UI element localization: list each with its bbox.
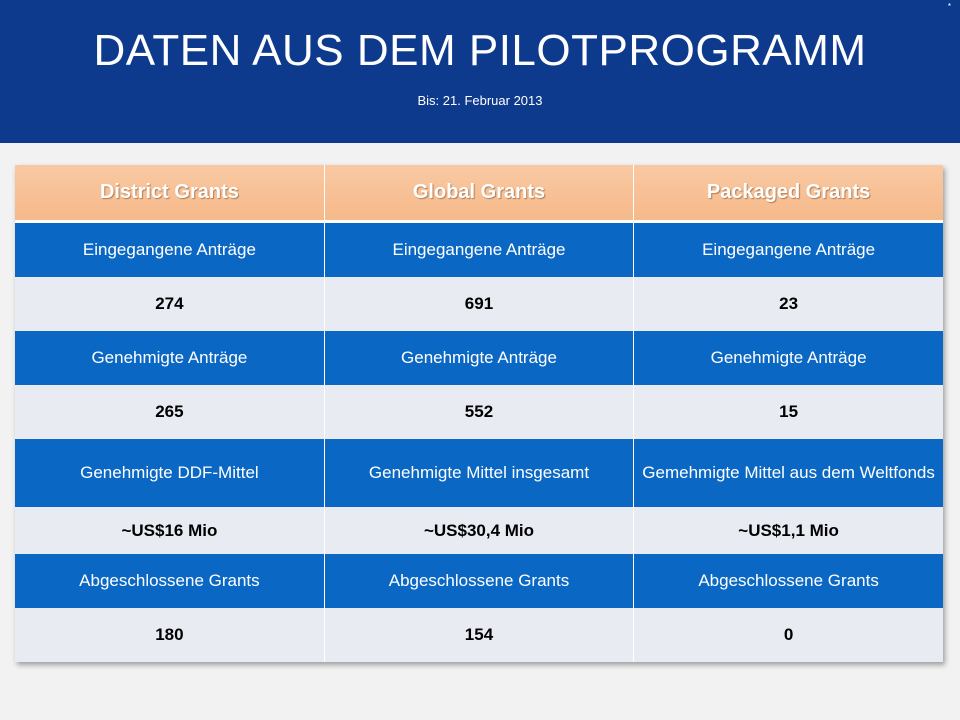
table-cell: 552 xyxy=(324,385,635,439)
table-cell: 154 xyxy=(324,608,635,662)
table-row-completed-label: Abgeschlossene Grants Abgeschlossene Gra… xyxy=(15,554,943,608)
table-cell: Abgeschlossene Grants xyxy=(15,554,325,608)
table-cell: 0 xyxy=(633,608,943,662)
table-cell: 15 xyxy=(633,385,943,439)
table-row-received-label: Eingegangene Anträge Eingegangene Anträg… xyxy=(15,221,943,277)
table-cell: Genehmigte Anträge xyxy=(633,331,943,385)
table-row-approved-value: 265 552 15 xyxy=(15,385,943,439)
table-cell: Genehmigte Anträge xyxy=(324,331,635,385)
table-row-received-value: 274 691 23 xyxy=(15,277,943,331)
table-cell: 23 xyxy=(633,277,943,331)
table-row-funds-label: Genehmigte DDF-Mittel Genehmigte Mittel … xyxy=(15,439,943,507)
slide-title: DATEN AUS DEM PILOTPROGRAMM xyxy=(93,26,867,75)
table-row-funds-value: ~US$16 Mio ~US$30,4 Mio ~US$1,1 Mio xyxy=(15,507,943,554)
header-global-grants: Global Grants xyxy=(324,165,635,223)
slide-subtitle: Bis: 21. Februar 2013 xyxy=(417,93,543,108)
table-cell: ~US$16 Mio xyxy=(15,507,325,554)
header-packaged-grants: Packaged Grants xyxy=(633,165,943,223)
table-row-completed-value: 180 154 0 xyxy=(15,608,943,662)
table-cell: Genehmigte Anträge xyxy=(15,331,325,385)
table-cell: ~US$30,4 Mio xyxy=(324,507,635,554)
table-cell: Abgeschlossene Grants xyxy=(324,554,635,608)
table-cell: Gemehmigte Mittel aus dem Weltfonds xyxy=(633,439,943,507)
table-cell: Eingegangene Anträge xyxy=(633,221,943,277)
table-cell: ~US$1,1 Mio xyxy=(633,507,943,554)
table-row-approved-label: Genehmigte Anträge Genehmigte Anträge Ge… xyxy=(15,331,943,385)
table-header-row: District Grants Global Grants Packaged G… xyxy=(15,165,943,223)
title-banner: DATEN AUS DEM PILOTPROGRAMM Bis: 21. Feb… xyxy=(0,0,960,143)
pilot-data-table: District Grants Global Grants Packaged G… xyxy=(15,165,943,662)
table-cell: Eingegangene Anträge xyxy=(15,221,325,277)
table-cell: Genehmigte DDF-Mittel xyxy=(15,439,325,507)
table-cell: Genehmigte Mittel insgesamt xyxy=(324,439,635,507)
table-cell: Abgeschlossene Grants xyxy=(633,554,943,608)
corner-mark: * xyxy=(947,2,951,11)
header-district-grants: District Grants xyxy=(15,165,325,223)
table-cell: 180 xyxy=(15,608,325,662)
table-cell: Eingegangene Anträge xyxy=(324,221,635,277)
table-cell: 265 xyxy=(15,385,325,439)
table-cell: 274 xyxy=(15,277,325,331)
table-cell: 691 xyxy=(324,277,635,331)
